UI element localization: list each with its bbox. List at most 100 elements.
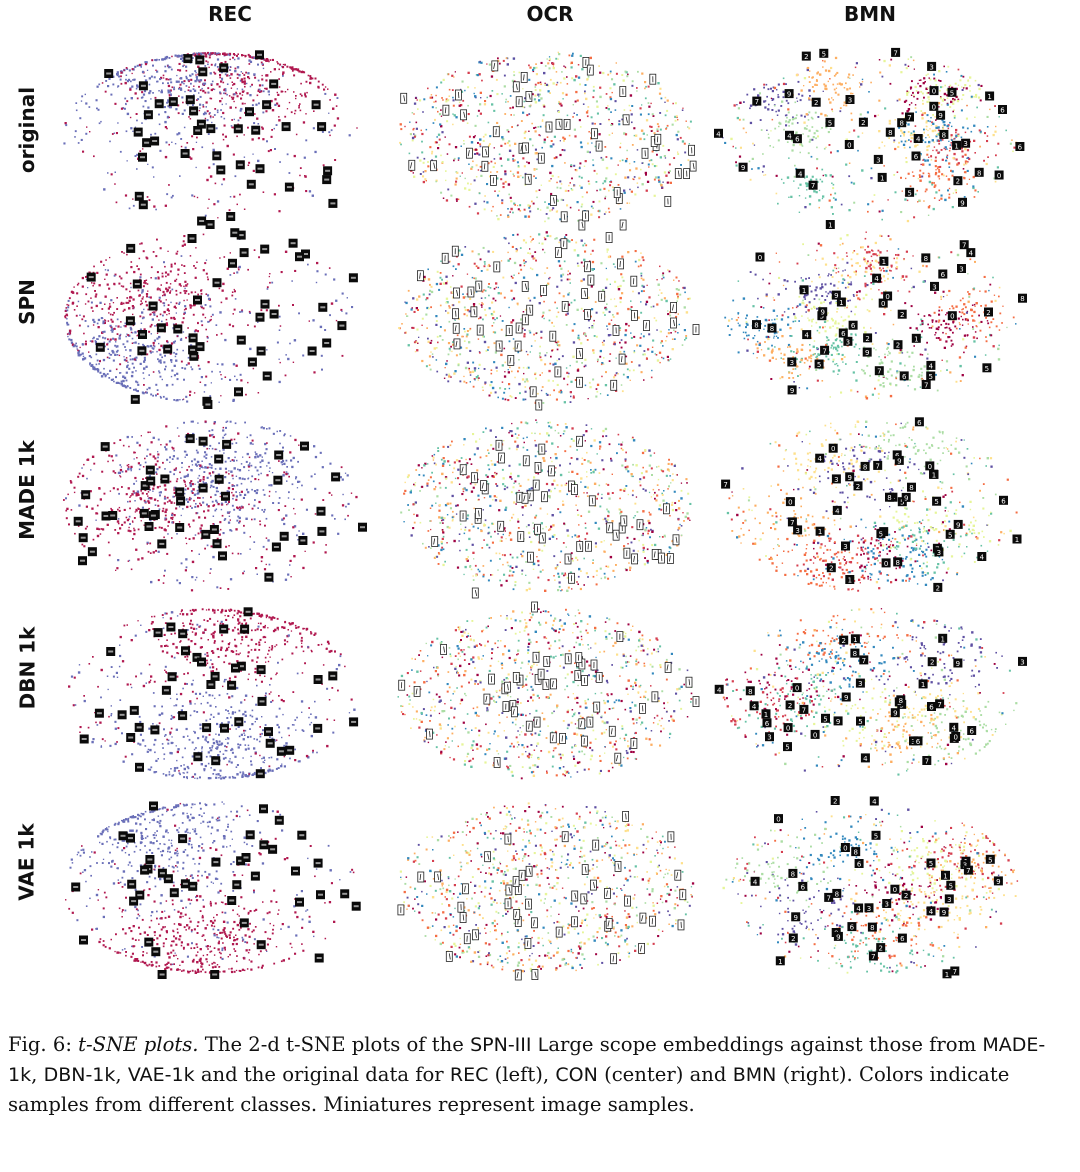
scatter-point bbox=[853, 130, 855, 132]
scatter-point bbox=[229, 379, 231, 381]
scatter-point bbox=[217, 200, 219, 202]
scatter-point bbox=[88, 301, 90, 303]
scatter-point bbox=[87, 325, 89, 327]
scatter-point bbox=[553, 65, 554, 66]
scatter-point bbox=[508, 140, 510, 142]
scatter-point bbox=[444, 329, 446, 331]
scatter-point bbox=[401, 323, 403, 325]
scatter-point bbox=[165, 57, 167, 59]
scatter-point bbox=[922, 159, 924, 161]
scatter-point bbox=[132, 343, 134, 345]
scatter-point bbox=[421, 325, 422, 326]
scatter-point bbox=[917, 92, 919, 94]
scatter-point bbox=[451, 351, 452, 352]
scatter-point bbox=[445, 367, 446, 368]
scatter-point bbox=[497, 57, 499, 59]
scatter-point bbox=[502, 183, 504, 185]
scatter-point bbox=[156, 351, 158, 353]
scatter-point bbox=[530, 241, 532, 243]
miniature-stroke bbox=[190, 349, 195, 351]
scatter-point bbox=[69, 330, 71, 332]
scatter-point bbox=[542, 249, 544, 251]
scatter-point bbox=[490, 392, 492, 394]
scatter-point bbox=[429, 294, 431, 296]
scatter-point bbox=[524, 381, 526, 383]
scatter-point bbox=[911, 137, 913, 139]
scatter-point bbox=[221, 184, 223, 186]
scatter-panel-rec-original bbox=[50, 42, 370, 232]
scatter-point bbox=[214, 64, 216, 66]
scatter-point bbox=[274, 193, 276, 195]
scatter-point bbox=[633, 351, 635, 353]
miniature-stroke bbox=[200, 71, 205, 73]
scatter-point bbox=[313, 371, 315, 373]
scatter-point bbox=[188, 357, 190, 359]
scatter-point bbox=[638, 364, 640, 366]
scatter-point bbox=[347, 297, 348, 298]
column-title-ocr: OCR bbox=[400, 2, 700, 26]
scatter-point bbox=[609, 311, 611, 313]
scatter-point bbox=[427, 165, 429, 167]
scatter-point bbox=[928, 175, 930, 177]
scatter-point bbox=[927, 88, 928, 89]
scatter-point bbox=[535, 177, 537, 179]
scatter-point bbox=[832, 270, 834, 272]
scatter-point bbox=[562, 98, 563, 99]
scatter-point bbox=[174, 374, 176, 376]
scatter-point bbox=[248, 59, 250, 61]
scatter-point bbox=[165, 272, 167, 274]
scatter-point bbox=[101, 375, 103, 377]
scatter-point bbox=[613, 343, 614, 344]
scatter-point bbox=[781, 101, 783, 103]
scatter-point bbox=[229, 95, 231, 97]
scatter-point bbox=[561, 183, 563, 185]
scatter-point bbox=[549, 210, 551, 212]
scatter-point bbox=[429, 146, 431, 148]
scatter-point bbox=[233, 101, 234, 102]
scatter-point bbox=[570, 391, 572, 393]
scatter-point bbox=[845, 363, 847, 365]
scatter-point bbox=[89, 355, 91, 357]
miniature-digit: 6 bbox=[1000, 107, 1005, 115]
scatter-point bbox=[135, 342, 137, 344]
scatter-point bbox=[129, 89, 131, 91]
scatter-point bbox=[937, 152, 939, 154]
scatter-point bbox=[855, 67, 857, 69]
scatter-point bbox=[92, 285, 94, 287]
scatter-point bbox=[474, 203, 476, 205]
scatter-point bbox=[184, 244, 186, 246]
scatter-point bbox=[242, 103, 244, 105]
scatter-point bbox=[453, 105, 455, 107]
scatter-point bbox=[412, 137, 414, 139]
scatter-point bbox=[509, 145, 511, 147]
miniature-stroke bbox=[191, 337, 196, 339]
scatter-point bbox=[618, 164, 619, 165]
scatter-point bbox=[242, 91, 244, 93]
scatter-point bbox=[669, 315, 671, 317]
scatter-point bbox=[274, 68, 276, 70]
scatter-point bbox=[568, 190, 570, 192]
scatter-point bbox=[327, 88, 329, 90]
scatter-point bbox=[574, 299, 576, 301]
scatter-point bbox=[186, 401, 188, 403]
scatter-point bbox=[99, 360, 101, 362]
scatter-point bbox=[136, 154, 138, 156]
scatter-point bbox=[126, 380, 128, 382]
scatter-point bbox=[750, 105, 752, 107]
scatter-point bbox=[794, 176, 796, 178]
scatter-point bbox=[629, 189, 631, 191]
scatter-point bbox=[605, 384, 607, 386]
scatter-point bbox=[209, 113, 211, 115]
scatter-point bbox=[781, 179, 782, 180]
scatter-point bbox=[75, 343, 77, 345]
scatter-point bbox=[114, 328, 116, 330]
scatter-point bbox=[915, 107, 917, 109]
scatter-point bbox=[504, 173, 506, 175]
scatter-point bbox=[507, 101, 509, 103]
scatter-point bbox=[144, 75, 146, 77]
scatter-point bbox=[336, 105, 338, 107]
miniature-sample bbox=[454, 339, 460, 349]
scatter-point bbox=[156, 316, 158, 318]
scatter-point bbox=[659, 93, 661, 95]
scatter-point bbox=[661, 357, 662, 358]
